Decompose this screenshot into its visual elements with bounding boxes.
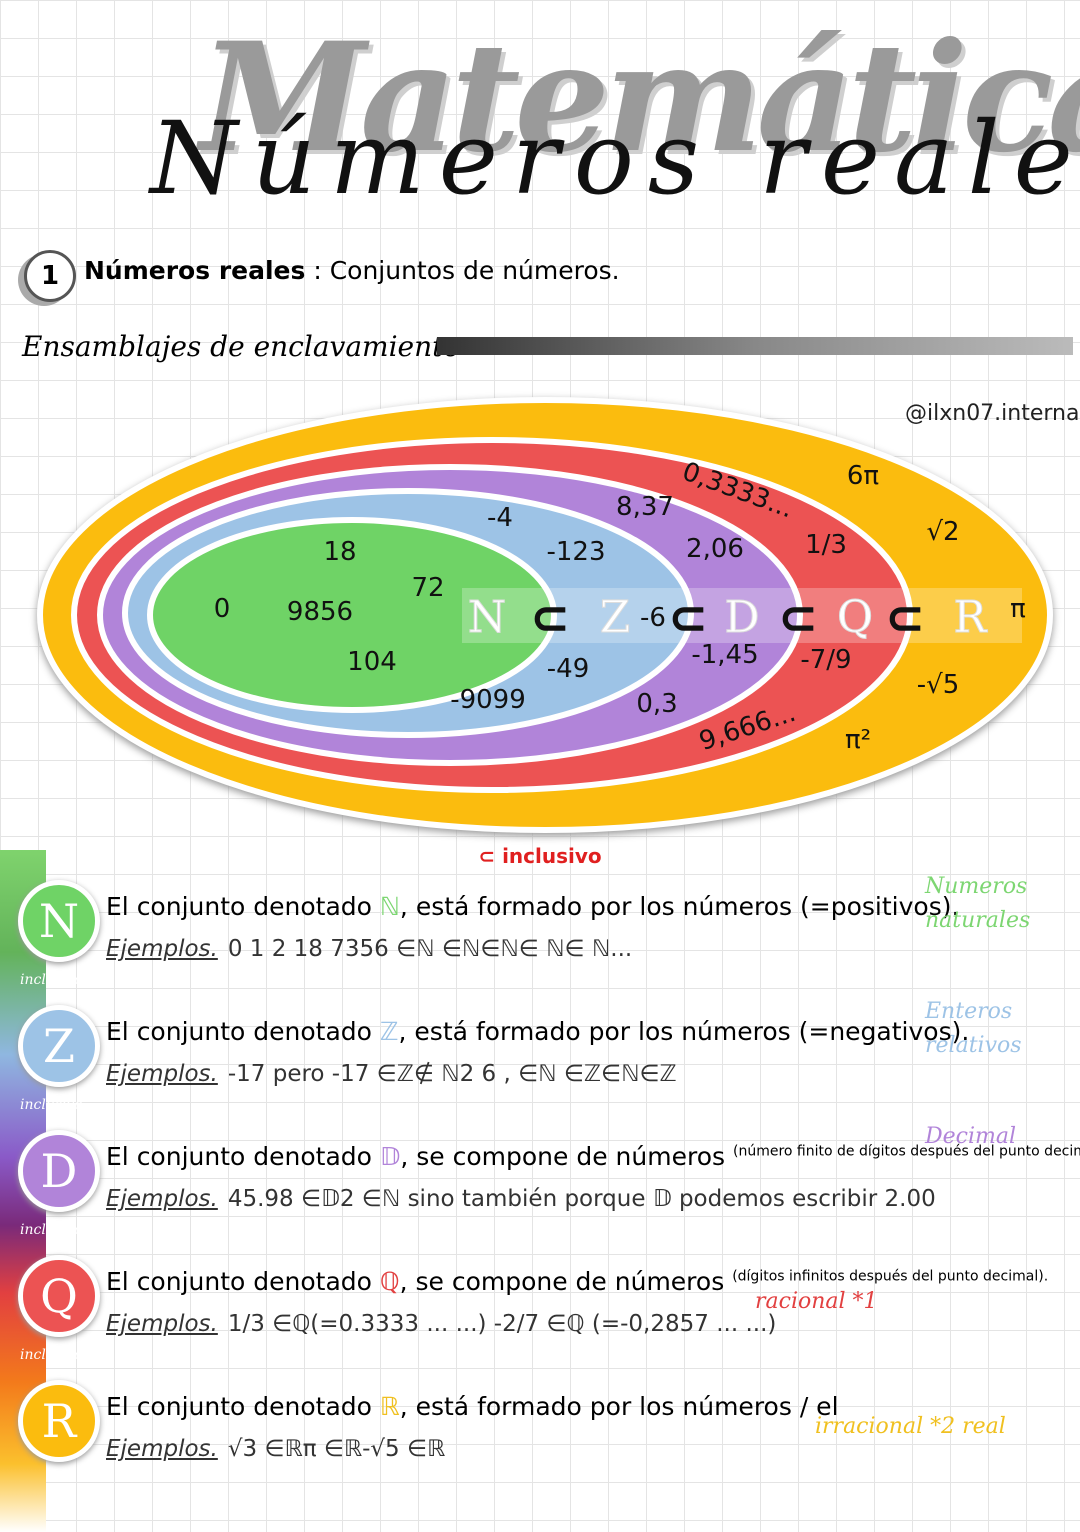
set-element: 104 (347, 647, 397, 677)
divider (437, 337, 1073, 355)
set-element: 6π (847, 461, 879, 491)
definition-text: , se compone de números (400, 1142, 726, 1171)
examples: Ejemplos. 0 1 2 18 7356 ∈ℕ ∈ℕ∈ℕ∈ ℕ∈ ℕ... (106, 936, 632, 962)
section-number: 1 (24, 250, 76, 302)
set-symbol: D (724, 592, 759, 643)
set-symbol: 𝔻 (379, 1142, 401, 1171)
set-element: √2 (926, 517, 959, 547)
set-element: 0,3 (636, 689, 677, 719)
examples-text: -17 pero -17 ∈ℤ∉ ℕ2 6 , ∈ℕ ∈ℤ∈ℕ∈ℤ (227, 1061, 677, 1087)
set-element: -7/9 (800, 645, 851, 675)
definition-lead: El conjunto denotado (106, 1017, 372, 1046)
subset-sign: ⊂ (530, 590, 570, 646)
set-element: π (1010, 594, 1026, 624)
set-element: 9856 (287, 597, 353, 627)
side-label: Numeros naturales (925, 874, 1031, 933)
set-element: 18 (323, 537, 356, 567)
set-element: π² (845, 725, 871, 755)
subset-sign: ⊂ (778, 590, 818, 646)
definition: El conjunto denotado ℚ, se compone de nú… (106, 1267, 1048, 1296)
examples-text: √3 ∈ℝπ ∈ℝ-√5 ∈ℝ (227, 1436, 446, 1462)
examples-label: Ejemplos. (106, 936, 218, 962)
subheading: Ensamblajes de enclavamiento (22, 330, 461, 363)
sets-diagram: @ilxn07.international ⊂ inclusivo N ⊂ 0 985… (40, 400, 1080, 868)
set-symbol: ℝ (379, 1392, 400, 1421)
set-element: -49 (547, 654, 589, 684)
definition-lead: El conjunto denotado (106, 1392, 372, 1421)
set-element: -123 (546, 537, 605, 567)
set-badge: R (18, 1380, 100, 1462)
examples-label: Ejemplos. (106, 1311, 218, 1337)
definition-lead: El conjunto denotado (106, 892, 372, 921)
definition-note: (dígitos infinitos después del punto dec… (732, 1268, 1049, 1285)
examples: Ejemplos. -17 pero -17 ∈ℤ∉ ℕ2 6 , ∈ℕ ∈ℤ∈ℕ… (106, 1061, 677, 1087)
set-badge: N (18, 880, 100, 962)
examples-text: 1/3 ∈ℚ(=0.3333 ... ...) -2/7 ∈ℚ (=-0,285… (227, 1311, 777, 1337)
examples-label: Ejemplos. (106, 1061, 218, 1087)
set-element: 8,37 (616, 492, 674, 522)
set-badge: D (18, 1130, 100, 1212)
definition-text: , se compone de números (399, 1267, 725, 1296)
section-heading: Números reales : Conjuntos de números. (84, 256, 620, 285)
examples-text: 0 1 2 18 7356 ∈ℕ ∈ℕ∈ℕ∈ ℕ∈ ℕ... (227, 936, 633, 962)
subset-sign: ⊂ (885, 590, 925, 646)
connector-label: inclusivo (20, 1347, 83, 1363)
examples-label: Ejemplos. (106, 1186, 218, 1212)
side-label: Enteros relativos (925, 999, 1022, 1058)
set-symbol: ℚ (379, 1267, 400, 1296)
set-element: -4 (487, 503, 513, 533)
set-element: -6 (640, 603, 666, 633)
set-symbol: ℕ (379, 892, 400, 921)
connector-label: inclusivo (20, 1222, 83, 1238)
connector-label: inclusivo (20, 972, 83, 988)
set-element: -√5 (917, 670, 960, 700)
set-element: -1,45 (691, 640, 758, 670)
subset-sign: ⊂ (668, 590, 708, 646)
connector-label: inclusivo (20, 1097, 83, 1113)
credit: @ilxn07.international (905, 401, 1080, 426)
set-symbol: R (953, 592, 988, 643)
set-symbol: Q (837, 592, 873, 643)
subtitle: Números reales (150, 100, 1080, 217)
examples-label: Ejemplos. (106, 1436, 218, 1462)
definition-lead: El conjunto denotado (106, 1142, 372, 1171)
examples: Ejemplos. 1/3 ∈ℚ(=0.3333 ... ...) -2/7 ∈ℚ… (106, 1311, 776, 1337)
set-element: 72 (411, 573, 444, 603)
set-element: -9099 (450, 685, 526, 715)
set-element: 0 (214, 594, 231, 624)
set-badge: Z (18, 1005, 100, 1087)
set-element: 1/3 (805, 530, 847, 560)
set-symbol: Z (600, 592, 631, 643)
section-subtitle: : Conjuntos de números. (313, 256, 620, 285)
definition-note: (número finito de dígitos después del pu… (732, 1143, 1080, 1160)
definition-lead: El conjunto denotado (106, 1267, 372, 1296)
definition-text: , está formado por los números / el (399, 1392, 839, 1421)
set-symbol: ℤ (379, 1017, 399, 1046)
examples: Ejemplos. √3 ∈ℝπ ∈ℝ-√5 ∈ℝ (106, 1436, 445, 1462)
definition-text: , está formado por los números (=positiv… (399, 892, 960, 921)
definition: El conjunto denotado ℝ, está formado por… (106, 1392, 839, 1421)
set-element: 2,06 (686, 534, 744, 564)
section-title: Números reales (84, 256, 306, 285)
examples: Ejemplos. 45.98 ∈𝔻2 ∈ℕ sino también porqu… (106, 1186, 936, 1212)
legend: ⊂ inclusivo (478, 844, 601, 868)
definition: El conjunto denotado ℕ, está formado por… (106, 892, 959, 921)
definition: El conjunto denotado ℤ, está formado por… (106, 1017, 969, 1046)
definition-text: , está formado por los números (=negativ… (398, 1017, 970, 1046)
definition: El conjunto denotado 𝔻, se compone de nú… (106, 1142, 1080, 1171)
set-symbol: N (468, 592, 507, 643)
examples-text: 45.98 ∈𝔻2 ∈ℕ sino también porque 𝔻 podem… (227, 1186, 936, 1212)
side-label: irracional *2 real (815, 1414, 1006, 1439)
title: Matemáticas (200, 10, 1080, 186)
side-label: racional *1 (755, 1289, 878, 1314)
side-label: Decimal (925, 1124, 1017, 1149)
set-badge: Q (18, 1255, 100, 1337)
